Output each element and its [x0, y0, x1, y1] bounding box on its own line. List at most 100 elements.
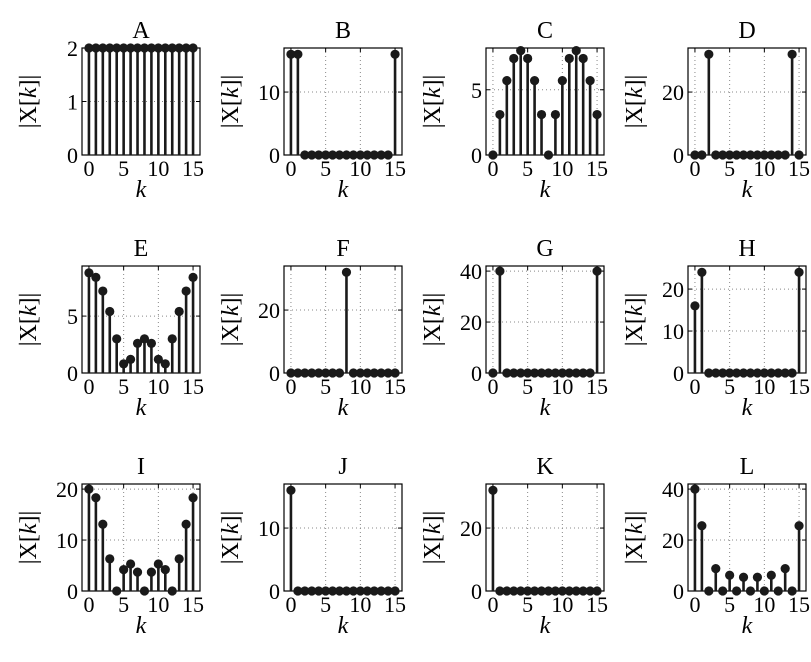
- stem-marker: [495, 586, 505, 596]
- stem-marker: [160, 43, 170, 53]
- stem-marker: [529, 76, 540, 86]
- x-tick-label: 10: [753, 156, 775, 181]
- stem-marker: [334, 586, 345, 596]
- stem-marker: [780, 563, 790, 574]
- x-axis-label: k: [540, 177, 551, 203]
- plot-frame: [687, 265, 807, 374]
- stem-marker: [690, 301, 700, 311]
- x-tick-label: 5: [724, 592, 735, 617]
- stem-marker: [174, 43, 184, 53]
- stem-marker: [731, 368, 742, 378]
- stem-marker: [502, 76, 512, 86]
- stem-marker: [550, 586, 561, 596]
- plot-frame: [283, 47, 403, 156]
- y-tick-label: 0: [269, 579, 280, 604]
- stem-marker: [711, 563, 721, 574]
- stem-marker: [585, 368, 595, 378]
- stem-marker: [766, 150, 776, 160]
- stem-marker: [105, 554, 115, 564]
- y-tick-label: 1: [67, 90, 78, 115]
- stem-marker: [725, 570, 735, 580]
- stem-marker: [787, 368, 797, 378]
- y-tick-label: 0: [269, 361, 280, 386]
- y-axis-label: |X[k]|: [16, 511, 42, 565]
- stem-marker: [523, 53, 533, 64]
- stem-marker: [745, 586, 756, 596]
- stem-marker: [321, 368, 331, 378]
- stem-marker: [495, 109, 505, 120]
- stem-marker: [174, 554, 184, 564]
- y-tick-label: 0: [269, 143, 280, 168]
- y-tick-label: 0: [471, 579, 482, 604]
- x-tick-label: 5: [118, 592, 129, 617]
- stem-marker: [571, 46, 581, 56]
- stem-marker: [557, 586, 567, 596]
- x-axis-label: k: [136, 177, 147, 203]
- stem-marker: [132, 567, 143, 577]
- stem-marker: [334, 150, 345, 160]
- stem-marker: [139, 586, 150, 596]
- stem-marker: [341, 586, 352, 596]
- stem-marker: [697, 150, 707, 160]
- stem-marker: [704, 586, 714, 596]
- x-tick-label: 0: [83, 592, 94, 617]
- stem-marker: [731, 586, 742, 596]
- stem-marker: [91, 43, 101, 53]
- stem-marker: [495, 266, 505, 276]
- stem-marker: [592, 586, 602, 596]
- stem-marker: [711, 368, 721, 378]
- stem-marker: [550, 109, 561, 120]
- stem-marker: [390, 586, 400, 596]
- x-tick-label: 15: [384, 156, 406, 181]
- stem-marker: [167, 43, 177, 53]
- stem-marker: [571, 586, 581, 596]
- stem-marker: [718, 586, 728, 596]
- x-tick-label: 5: [724, 374, 735, 399]
- y-tick-label: 0: [67, 579, 78, 604]
- stem-marker: [293, 586, 303, 596]
- x-tick-label: 15: [182, 374, 204, 399]
- x-axis-label: k: [338, 395, 349, 421]
- x-tick-label: 0: [689, 156, 700, 181]
- stem-marker: [174, 306, 184, 317]
- stem-marker: [780, 150, 790, 160]
- stem-marker: [766, 570, 776, 580]
- stem-marker: [362, 368, 372, 378]
- x-tick-label: 15: [384, 592, 406, 617]
- stem-marker: [759, 150, 769, 160]
- stem-marker: [84, 268, 94, 278]
- y-tick-label: 20: [662, 277, 684, 302]
- stem-marker: [146, 43, 157, 53]
- stem-marker: [167, 586, 177, 596]
- stem-marker: [697, 521, 707, 531]
- stem-marker: [98, 286, 108, 296]
- stem-marker: [794, 521, 804, 531]
- x-axis-label: k: [742, 395, 753, 421]
- stem-marker: [91, 272, 101, 282]
- stem-marker: [91, 493, 101, 503]
- stem-marker: [690, 484, 700, 494]
- x-tick-label: 10: [551, 592, 573, 617]
- stem-marker: [585, 586, 595, 596]
- subplot-title: A: [132, 18, 150, 44]
- y-tick-label: 5: [471, 78, 482, 103]
- x-tick-label: 0: [83, 156, 94, 181]
- y-axis-label: |X[k]|: [622, 293, 648, 347]
- x-axis-label: k: [742, 177, 753, 203]
- x-tick-label: 5: [118, 156, 129, 181]
- x-tick-label: 10: [551, 156, 573, 181]
- y-tick-label: 40: [460, 259, 482, 284]
- x-tick-label: 10: [753, 374, 775, 399]
- stem-marker: [160, 565, 170, 575]
- y-axis-label: |X[k]|: [420, 293, 446, 347]
- stem-marker: [369, 368, 379, 378]
- stem-marker: [536, 586, 547, 596]
- x-tick-label: 0: [285, 592, 296, 617]
- stem-marker: [488, 368, 498, 378]
- stem-marker: [773, 586, 783, 596]
- x-tick-label: 15: [384, 374, 406, 399]
- stem-marker: [529, 368, 540, 378]
